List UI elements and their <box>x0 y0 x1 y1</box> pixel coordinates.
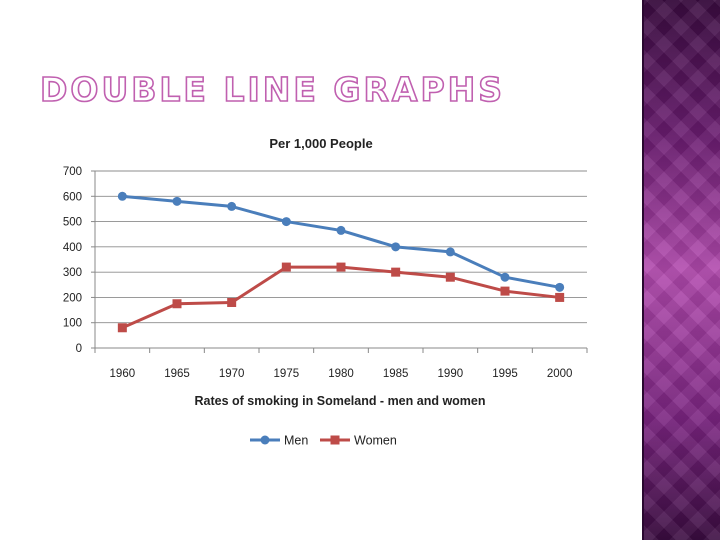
y-tick-label: 0 <box>76 343 82 355</box>
y-tick-label: 300 <box>63 267 82 279</box>
x-tick-label: 1970 <box>219 368 245 380</box>
data-point <box>555 282 565 292</box>
y-tick-label: 100 <box>63 318 82 330</box>
data-point <box>117 323 127 333</box>
x-axis-ticks: 1960 1965 1970 1975 1980 1985 1990 1995 2000 <box>94 348 588 380</box>
x-tick-label: 1990 <box>438 368 464 380</box>
side-band-edge <box>642 0 644 540</box>
chart-series <box>117 191 565 333</box>
x-tick-label: 1960 <box>110 368 136 380</box>
legend-marker <box>330 435 340 445</box>
x-tick-label: 1980 <box>328 368 354 380</box>
data-point <box>172 299 182 309</box>
chart-title: Per 1,000 People <box>269 136 372 151</box>
legend-item-women: Women <box>320 434 397 448</box>
x-axis-label: Rates of smoking in Someland - men and w… <box>194 394 485 408</box>
data-point <box>555 292 565 302</box>
data-point <box>172 196 182 206</box>
y-tick-label: 400 <box>63 242 82 254</box>
chart-legend: Men Women <box>250 434 397 448</box>
x-tick-label: 2000 <box>547 368 573 380</box>
series-men <box>117 191 565 292</box>
data-point <box>336 225 346 235</box>
data-point <box>391 242 401 252</box>
x-tick-label: 1965 <box>164 368 190 380</box>
y-tick-label: 200 <box>63 292 82 304</box>
data-point <box>336 262 346 272</box>
data-point <box>500 286 510 296</box>
x-tick-label: 1995 <box>492 368 518 380</box>
legend-item-men: Men <box>250 434 308 448</box>
data-point <box>117 191 127 201</box>
y-axis-ticks: 0 100 200 300 400 500 600 700 <box>63 166 82 355</box>
data-point <box>227 297 237 307</box>
legend-label: Women <box>354 434 397 448</box>
y-tick-label: 600 <box>63 191 82 203</box>
slide-title: DOUBLE LINE GRAPHS <box>39 69 506 110</box>
legend-label: Men <box>284 434 308 448</box>
data-point <box>281 262 291 272</box>
legend-marker <box>260 435 270 445</box>
data-point <box>227 201 237 211</box>
chart-grid <box>91 170 587 349</box>
data-point <box>391 267 401 277</box>
decorative-side-band <box>642 0 720 540</box>
data-point <box>281 217 291 227</box>
x-tick-label: 1985 <box>383 368 409 380</box>
data-point <box>445 247 455 257</box>
data-point <box>445 272 455 282</box>
data-point <box>500 272 510 282</box>
series-line <box>122 194 560 289</box>
series-women <box>117 262 565 333</box>
y-tick-label: 500 <box>63 217 82 229</box>
line-chart: Per 1,000 People 0100200300400500600700 … <box>63 136 588 448</box>
x-tick-label: 1975 <box>274 368 300 380</box>
y-tick-label: 700 <box>63 166 82 178</box>
